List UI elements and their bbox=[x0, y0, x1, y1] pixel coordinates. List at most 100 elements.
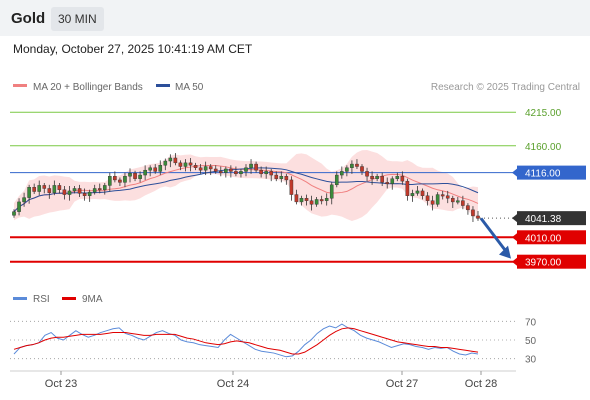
candle bbox=[234, 171, 238, 175]
candle bbox=[385, 182, 390, 185]
rsi-tick-label: 50 bbox=[525, 336, 537, 347]
candle bbox=[163, 160, 168, 166]
candle bbox=[400, 176, 405, 182]
level-label-pointer bbox=[512, 257, 517, 266]
candle bbox=[334, 174, 339, 186]
candle bbox=[456, 200, 460, 203]
rsi-legend-label: RSI bbox=[33, 294, 50, 305]
candle bbox=[12, 211, 16, 216]
chart-panel bbox=[0, 36, 590, 400]
candle bbox=[299, 198, 304, 203]
candle bbox=[355, 163, 359, 167]
candle bbox=[158, 165, 163, 172]
candle bbox=[370, 176, 374, 179]
level-label: 3970.00 bbox=[525, 258, 562, 269]
rsi-panel: 70 50 30 bbox=[10, 317, 537, 366]
candle bbox=[52, 185, 57, 193]
x-tick-label: Oct 27 bbox=[386, 378, 418, 390]
level-label: 4010.00 bbox=[525, 233, 562, 244]
timeframe-button[interactable]: 30 MIN bbox=[51, 7, 104, 31]
level-label: 4160.00 bbox=[525, 142, 562, 153]
candle bbox=[440, 194, 445, 197]
candle bbox=[476, 215, 480, 219]
candle bbox=[47, 188, 52, 193]
candle bbox=[390, 178, 395, 184]
candle bbox=[67, 190, 72, 195]
candle bbox=[218, 171, 223, 174]
rsi-tick-label: 70 bbox=[525, 317, 537, 328]
candle bbox=[198, 167, 203, 171]
candle bbox=[471, 209, 475, 217]
level-lines bbox=[10, 111, 516, 263]
candle bbox=[178, 162, 183, 167]
rsi-line bbox=[13, 323, 479, 358]
candle bbox=[128, 173, 132, 177]
candle bbox=[466, 205, 470, 211]
candle bbox=[118, 179, 122, 183]
candle bbox=[375, 176, 379, 179]
candle bbox=[420, 190, 425, 196]
level-label-box bbox=[517, 230, 586, 245]
candle bbox=[294, 194, 299, 203]
candle bbox=[425, 195, 430, 201]
candle bbox=[380, 176, 384, 183]
candle bbox=[32, 187, 36, 192]
candle bbox=[92, 188, 97, 193]
ma50-legend-swatch bbox=[156, 84, 170, 87]
candle bbox=[188, 162, 193, 166]
candle bbox=[450, 198, 455, 203]
x-tick-label: Oct 24 bbox=[217, 378, 249, 390]
candle bbox=[97, 188, 102, 191]
level-label: 4041.38 bbox=[525, 214, 562, 225]
candle bbox=[173, 157, 178, 164]
candle bbox=[22, 197, 26, 203]
candle bbox=[133, 173, 137, 179]
candle bbox=[102, 185, 107, 190]
level-labels: 4215.00 4160.00 4116.00 4041.38 4010.00 3970.… bbox=[512, 108, 586, 269]
level-label-box bbox=[517, 254, 586, 269]
instrument-title: Gold bbox=[11, 10, 46, 27]
candle bbox=[350, 163, 354, 168]
candle bbox=[244, 167, 248, 172]
candle bbox=[279, 176, 284, 179]
candle bbox=[148, 167, 152, 171]
candle bbox=[329, 184, 334, 199]
candle bbox=[259, 169, 263, 175]
candle bbox=[72, 188, 77, 192]
timestamp: Monday, October 27, 2025 10:41:19 AM CET bbox=[13, 42, 253, 56]
candle bbox=[274, 174, 279, 179]
candle bbox=[27, 187, 31, 198]
candle bbox=[445, 195, 450, 199]
candle bbox=[37, 185, 42, 192]
level-label-pointer bbox=[512, 168, 517, 177]
level-label-pointer bbox=[512, 233, 517, 242]
candle bbox=[415, 190, 420, 194]
arrow-shaft bbox=[479, 217, 509, 254]
candle bbox=[254, 163, 258, 171]
candle bbox=[395, 176, 400, 179]
candle bbox=[224, 168, 228, 173]
candle bbox=[77, 188, 82, 194]
candle bbox=[208, 166, 213, 170]
candle bbox=[304, 198, 309, 201]
candles bbox=[12, 153, 480, 223]
level-label-pointer bbox=[512, 214, 517, 223]
candle bbox=[57, 185, 62, 190]
projection-arrow bbox=[479, 217, 511, 259]
x-axis: Oct 23 Oct 24 Oct 27 Oct 28 bbox=[45, 371, 497, 390]
arrow-head bbox=[499, 245, 511, 259]
candle bbox=[340, 171, 344, 176]
candle bbox=[324, 198, 329, 201]
candle bbox=[138, 174, 142, 179]
ma50-legend-label: MA 50 bbox=[175, 82, 204, 93]
candle bbox=[123, 176, 127, 183]
credit-label: Research © 2025 Trading Central bbox=[431, 82, 580, 93]
candle bbox=[62, 189, 67, 195]
candle bbox=[113, 176, 117, 181]
candle bbox=[405, 180, 410, 196]
candle bbox=[430, 200, 435, 205]
level-label-box bbox=[517, 165, 586, 180]
ma20-legend-label: MA 20 + Bollinger Bands bbox=[33, 82, 143, 93]
